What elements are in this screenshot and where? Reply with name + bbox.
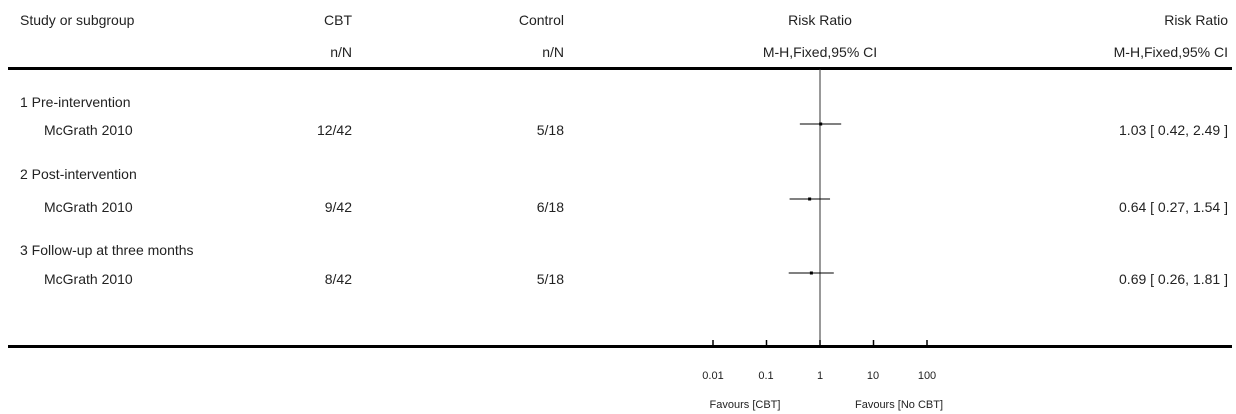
control-events: 5/18 xyxy=(536,122,564,138)
column-header-effect-right: Risk Ratio xyxy=(1164,12,1228,28)
study-name: McGrath 2010 xyxy=(44,122,133,138)
point-estimate xyxy=(809,271,813,275)
column-header-study: Study or subgroup xyxy=(20,12,135,28)
favours-right-label: Favours [No CBT] xyxy=(854,399,944,411)
favours-left-label: Favours [CBT] xyxy=(709,399,781,411)
point-estimate xyxy=(819,122,823,126)
subgroup-label-1: 1 Pre-intervention xyxy=(20,94,131,110)
control-events: 6/18 xyxy=(536,199,564,215)
cbt-events: 12/42 xyxy=(316,122,352,138)
x-tick-label: 1 xyxy=(816,370,824,382)
subgroup-label-2: 2 Post-intervention xyxy=(20,166,137,182)
column-header-cbt-sub: n/N xyxy=(330,44,352,60)
footer-divider xyxy=(8,345,1232,348)
column-header-control: Control xyxy=(518,12,564,28)
x-tick-label: 10 xyxy=(866,370,880,382)
subgroup-label-3: 3 Follow-up at three months xyxy=(20,242,194,258)
ci-text: 0.69 [ 0.26, 1.81 ] xyxy=(1119,271,1228,287)
x-tick-label: 100 xyxy=(917,370,937,382)
ci-text: 1.03 [ 0.42, 2.49 ] xyxy=(1119,122,1228,138)
column-header-effect-sub: M-H,Fixed,95% CI xyxy=(762,44,878,60)
column-header-control-sub: n/N xyxy=(542,44,564,60)
x-tick-label: 0.1 xyxy=(758,370,774,382)
cbt-events: 8/42 xyxy=(324,271,352,287)
header-divider xyxy=(8,67,1232,70)
x-tick-label: 0.01 xyxy=(702,370,724,382)
control-events: 5/18 xyxy=(536,271,564,287)
point-estimate xyxy=(808,197,812,201)
ci-text: 0.64 [ 0.27, 1.54 ] xyxy=(1119,199,1228,215)
cbt-events: 9/42 xyxy=(324,199,352,215)
column-header-effect: Risk Ratio xyxy=(788,12,852,28)
study-name: McGrath 2010 xyxy=(44,271,133,287)
column-header-cbt: CBT xyxy=(324,12,352,28)
study-name: McGrath 2010 xyxy=(44,199,133,215)
column-header-effect-right-sub: M-H,Fixed,95% CI xyxy=(1113,44,1228,60)
